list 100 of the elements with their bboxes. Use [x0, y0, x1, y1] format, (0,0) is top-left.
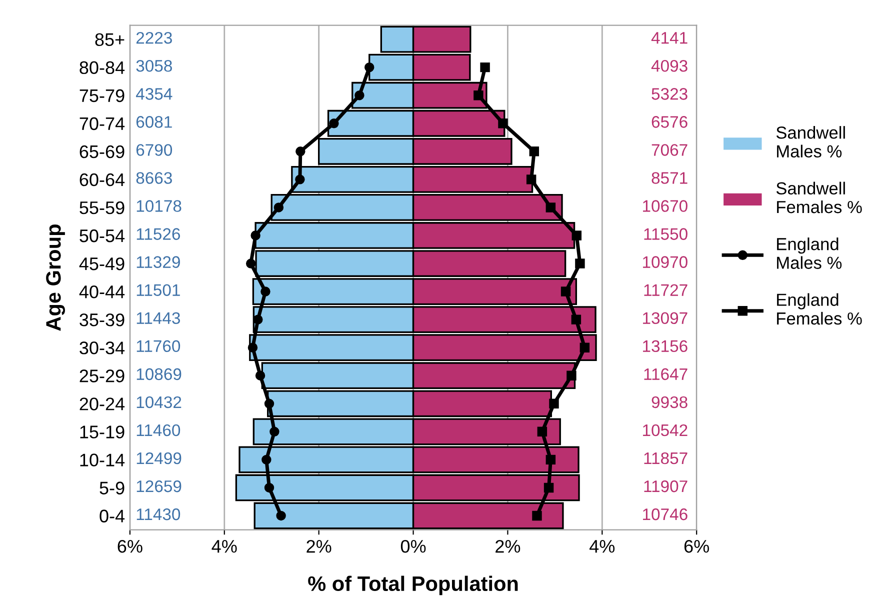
- annotation: 6576: [652, 116, 688, 128]
- x-tick-label: 2%: [306, 540, 332, 553]
- point: [253, 314, 263, 324]
- point: [544, 482, 554, 493]
- annotation: 7067: [652, 144, 688, 156]
- point: [264, 482, 274, 493]
- point: [575, 258, 585, 268]
- annotation: 4141: [651, 32, 688, 44]
- point: [262, 454, 272, 465]
- annotation: 10432: [136, 396, 182, 408]
- point: [560, 286, 571, 296]
- y-tick-label: 75-79: [80, 89, 124, 102]
- annotation: 10670: [643, 200, 688, 212]
- x-tick-label: 4%: [590, 540, 615, 553]
- point: [480, 62, 490, 72]
- annotation: 4093: [651, 60, 688, 72]
- x-tick-label: 0%: [400, 540, 426, 553]
- point: [264, 398, 274, 409]
- point: [566, 370, 576, 380]
- annotation: 3058: [136, 60, 172, 72]
- annotation: 11526: [136, 228, 180, 240]
- point: [529, 146, 540, 156]
- annotation: 11857: [644, 452, 688, 464]
- x-tick-label: 2%: [496, 540, 520, 553]
- y-tick-label: 35-39: [80, 313, 124, 326]
- y-tick-label: 55-59: [80, 201, 124, 214]
- y-tick-label: 85+: [95, 33, 124, 46]
- point: [546, 454, 556, 465]
- point: [572, 230, 582, 240]
- point: [250, 230, 260, 240]
- annotation: 12499: [136, 452, 182, 464]
- point: [295, 174, 305, 184]
- y-tick-label: 10-14: [80, 454, 125, 466]
- y-tick-label: 25-29: [80, 370, 124, 382]
- annotation: 10542: [643, 424, 688, 436]
- x-tick-label: 4%: [212, 540, 237, 553]
- point: [255, 370, 266, 380]
- annotation: 13097: [643, 312, 688, 324]
- point: [246, 258, 256, 268]
- y-tick-label: 0-4: [100, 510, 125, 522]
- x-axis-title: % of Total Population: [308, 576, 518, 596]
- annotation: 6081: [136, 116, 172, 128]
- annotation: 4354: [136, 88, 172, 100]
- annotation: 10178: [136, 200, 182, 212]
- point: [526, 174, 536, 184]
- y-tick-label: 50-54: [80, 229, 125, 242]
- point: [537, 426, 548, 437]
- y-tick-label: 80-84: [80, 61, 125, 74]
- annotation: 9938: [652, 396, 688, 408]
- annotation: 12659: [136, 480, 182, 492]
- annotation: 11443: [136, 312, 180, 324]
- point: [274, 202, 284, 212]
- point: [248, 342, 258, 352]
- annotation: 10746: [643, 508, 688, 520]
- annotation: 10970: [643, 256, 688, 268]
- annotation: 11760: [136, 340, 180, 352]
- annotation: 11727: [644, 284, 688, 296]
- annotation: 11329: [136, 256, 180, 268]
- point: [276, 510, 286, 521]
- x-tick-label: 6%: [684, 540, 709, 553]
- y-tick-label: 30-34: [80, 342, 125, 354]
- point: [364, 62, 374, 72]
- annotation: 11430: [136, 508, 180, 520]
- annotation: 8663: [136, 172, 172, 184]
- legend-label: Sandwell Males %: [776, 126, 845, 158]
- annotation: 11501: [136, 284, 180, 296]
- point: [296, 146, 306, 156]
- point: [571, 314, 582, 324]
- point: [549, 398, 559, 409]
- y-tick-label: 40-44: [79, 285, 125, 298]
- annotation: 10869: [136, 368, 182, 380]
- annotation: 11647: [644, 368, 688, 380]
- point: [329, 118, 339, 128]
- point: [354, 90, 364, 100]
- annotation: 11460: [136, 424, 180, 436]
- y-tick-label: 65-69: [80, 145, 124, 158]
- y-axis-title: Age Group: [46, 224, 66, 331]
- point: [580, 342, 590, 352]
- annotation: 8571: [652, 172, 688, 184]
- annotation: 13156: [643, 340, 688, 352]
- point: [532, 510, 542, 521]
- x-tick-label: 6%: [118, 540, 142, 553]
- y-tick-label: 70-74: [80, 117, 125, 130]
- annotation: 11907: [644, 480, 688, 492]
- point: [546, 202, 556, 212]
- point: [474, 90, 484, 100]
- annotation: 5323: [652, 88, 688, 100]
- legend-label: Sandwell Females %: [776, 182, 862, 214]
- y-tick-label: 20-24: [80, 398, 125, 410]
- y-tick-label: 60-64: [80, 173, 125, 186]
- annotation: 2223: [136, 32, 172, 44]
- legend-label: England Females %: [777, 293, 862, 325]
- point: [260, 286, 270, 296]
- annotation: 6790: [136, 144, 172, 156]
- y-tick-label: 45-49: [79, 257, 124, 270]
- point: [498, 118, 508, 128]
- legend-label: England Males %: [777, 237, 842, 269]
- y-tick-label: 5-9: [100, 482, 124, 494]
- annotation: 11550: [644, 228, 688, 240]
- y-tick-label: 15-19: [80, 426, 124, 438]
